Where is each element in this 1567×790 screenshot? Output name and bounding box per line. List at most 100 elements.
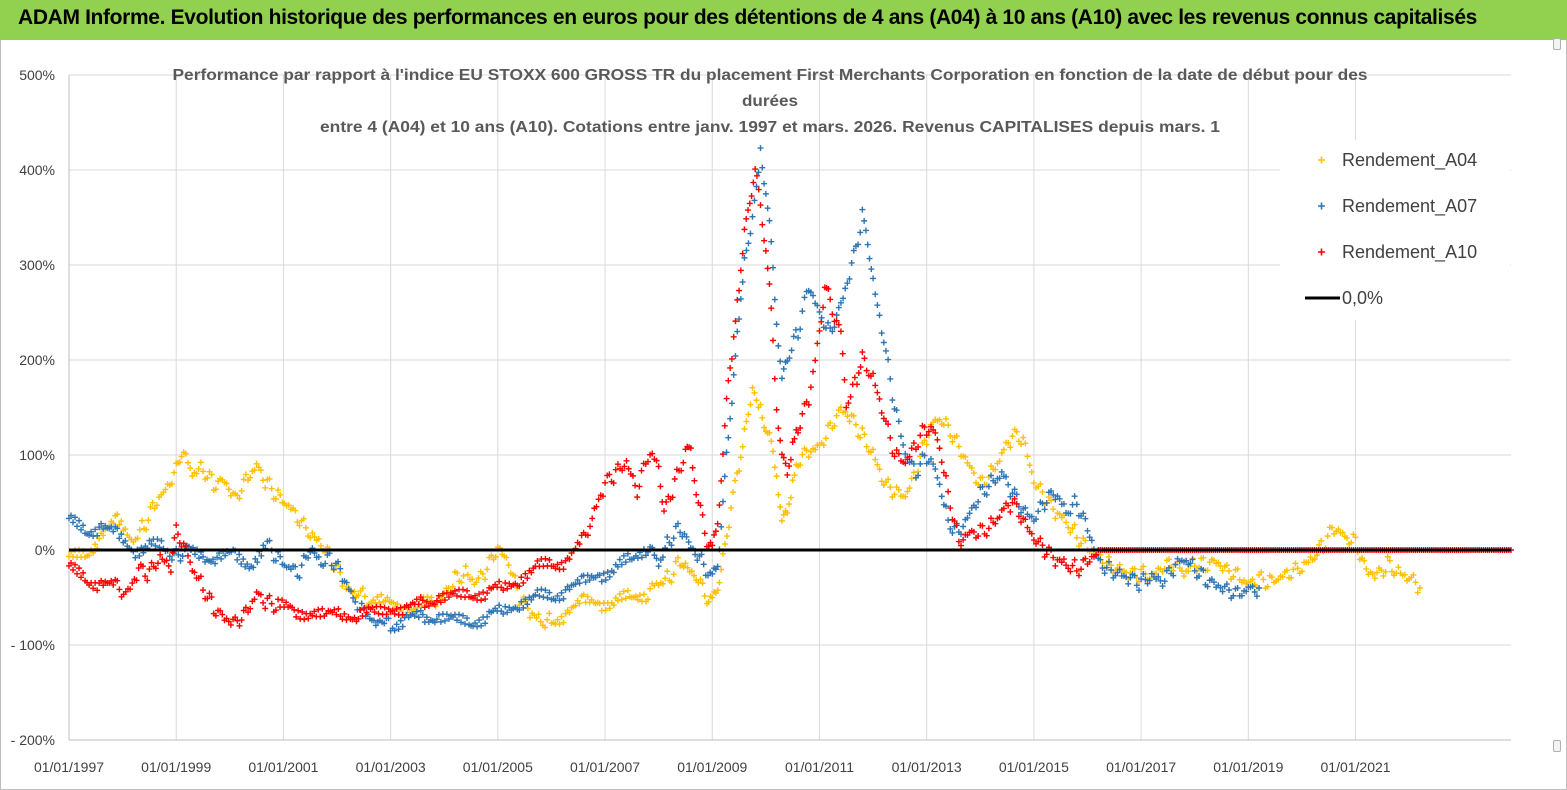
marker-A10	[621, 463, 628, 470]
marker-A10	[90, 585, 97, 592]
marker-A10	[208, 594, 215, 601]
marker-A10	[845, 400, 852, 407]
marker-A07	[902, 450, 909, 457]
marker-A04	[110, 520, 117, 527]
marker-A07	[714, 563, 721, 570]
marker-A07	[692, 551, 699, 558]
marker-A07	[576, 580, 583, 587]
marker-A07	[1088, 537, 1095, 544]
marker-A07	[1050, 491, 1057, 498]
marker-A04	[193, 470, 200, 477]
marker-A10	[260, 599, 267, 606]
marker-A07	[938, 493, 945, 500]
marker-A10	[623, 457, 630, 464]
marker-A10	[634, 494, 641, 501]
marker-A10	[784, 471, 791, 478]
marker-A10	[100, 582, 107, 589]
marker-A10	[818, 318, 825, 325]
marker-A04	[1292, 560, 1299, 567]
marker-A10	[917, 432, 924, 439]
marker-A10	[762, 247, 769, 254]
marker-A07	[116, 535, 123, 542]
marker-A07	[1067, 510, 1074, 517]
marker-A07	[1243, 588, 1250, 595]
marker-A04	[546, 610, 553, 617]
marker-A10	[337, 613, 344, 620]
marker-A10	[351, 614, 358, 621]
marker-A10	[451, 587, 458, 594]
x-tick-label: 01/01/2009	[677, 759, 747, 775]
marker-A07	[973, 504, 980, 511]
marker-A07	[1196, 573, 1203, 580]
marker-A07	[431, 619, 438, 626]
marker-A07	[352, 598, 359, 605]
marker-A04	[1215, 559, 1222, 566]
marker-A10	[389, 607, 396, 614]
marker-A04	[212, 486, 219, 493]
marker-A10	[377, 603, 384, 610]
marker-A07	[80, 522, 87, 529]
marker-A07	[532, 591, 539, 598]
marker-A07	[960, 523, 967, 530]
marker-A07	[1200, 567, 1207, 574]
marker-A07	[1125, 580, 1132, 587]
resize-handle-bottom-right[interactable]	[1553, 740, 1561, 752]
marker-A04	[852, 421, 859, 428]
marker-A07	[218, 555, 225, 562]
marker-A10	[78, 574, 85, 581]
marker-A07	[500, 610, 507, 617]
marker-A04	[171, 469, 178, 476]
marker-A10	[1005, 502, 1012, 509]
legend-marker-A10	[1318, 248, 1325, 256]
marker-A07	[238, 560, 245, 567]
marker-A07	[718, 523, 725, 530]
marker-A10	[855, 370, 862, 377]
marker-A04	[1140, 563, 1147, 570]
marker-A10	[663, 498, 670, 505]
marker-A10	[644, 458, 651, 465]
marker-A04	[1223, 562, 1230, 569]
marker-A04	[759, 414, 766, 421]
marker-A04	[718, 566, 725, 573]
marker-A07	[859, 206, 866, 213]
marker-A10	[921, 424, 928, 431]
marker-A04	[616, 590, 623, 597]
marker-A04	[153, 502, 160, 509]
marker-A04	[1268, 574, 1275, 581]
marker-A04	[768, 438, 775, 445]
marker-A04	[236, 495, 243, 502]
marker-A04	[778, 517, 785, 524]
marker-A10	[787, 456, 794, 463]
marker-A04	[1401, 571, 1408, 578]
marker-A10	[589, 515, 596, 522]
marker-A04	[730, 489, 737, 496]
marker-A04	[1005, 439, 1012, 446]
marker-A10	[240, 607, 247, 614]
marker-A04	[1069, 525, 1076, 532]
marker-A04	[1018, 441, 1025, 448]
marker-A10	[807, 384, 814, 391]
marker-A04	[208, 471, 215, 478]
marker-A04	[527, 614, 534, 621]
marker-A10	[719, 451, 726, 458]
x-axis: 01/01/1997 01/01/1999 01/01/2001 01/01/2003…	[34, 759, 1391, 775]
marker-A10	[780, 454, 787, 461]
marker-A10	[730, 333, 737, 340]
marker-A10	[810, 368, 817, 375]
marker-A07	[882, 347, 889, 354]
marker-A04	[195, 465, 202, 472]
marker-A04	[906, 485, 913, 492]
marker-A04	[475, 575, 482, 582]
marker-A07	[1131, 572, 1138, 579]
marker-A10	[94, 587, 101, 594]
resize-handle-top-right[interactable]	[1553, 38, 1561, 50]
marker-A04	[1275, 576, 1282, 583]
marker-A04	[1211, 557, 1218, 564]
marker-A07	[476, 617, 483, 624]
marker-A10	[714, 520, 721, 527]
marker-A07	[685, 539, 692, 546]
marker-A07	[372, 622, 379, 629]
marker-A04	[861, 431, 868, 438]
marker-A10	[746, 200, 753, 207]
marker-A04	[238, 487, 245, 494]
